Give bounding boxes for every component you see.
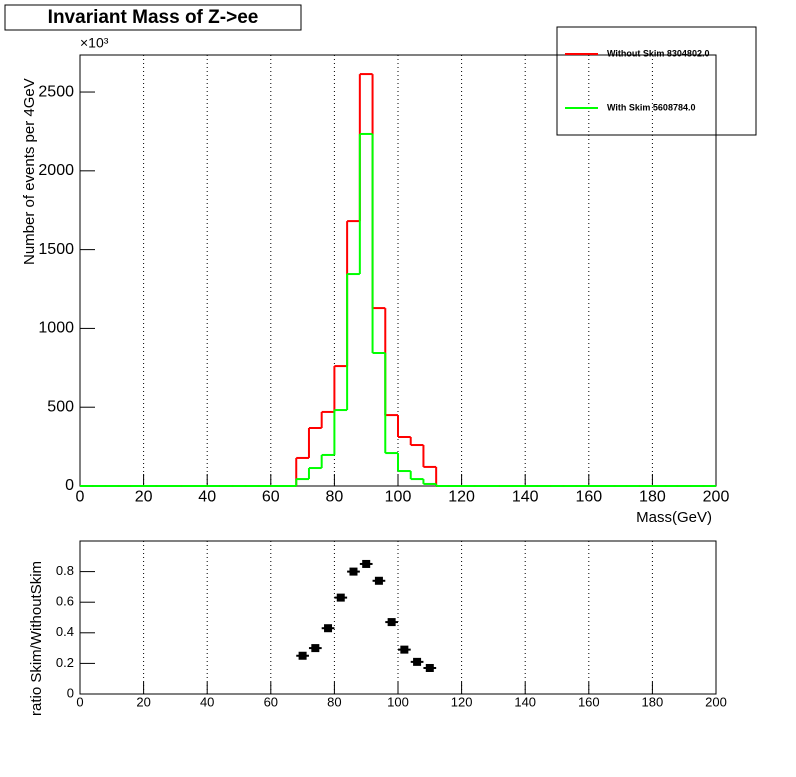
point: [387, 618, 396, 627]
x-tick-label: 120: [451, 695, 473, 710]
x-tick-label: 140: [512, 488, 539, 505]
y-axis-title: Number of events per 4GeV: [21, 78, 38, 265]
y-tick-label: 0.2: [56, 655, 74, 670]
legend-label: Without Skim 8304802.0: [607, 48, 709, 58]
title-box: [4, 4, 302, 31]
x-tick-label: 80: [327, 695, 341, 710]
y-exponent: ×10³: [80, 35, 109, 51]
x-tick-label: 180: [639, 488, 666, 505]
point: [324, 624, 333, 633]
x-tick-label: 40: [198, 488, 216, 505]
point: [374, 576, 383, 585]
y-tick-label: 2000: [38, 162, 74, 179]
x-axis-title: Mass(GeV): [636, 509, 712, 526]
x-tick-label: 40: [200, 695, 214, 710]
x-tick-label: 100: [385, 488, 412, 505]
x-tick-label: 80: [326, 488, 344, 505]
point: [349, 567, 358, 576]
x-tick-label: 200: [703, 488, 730, 505]
y-tick-label: 0: [65, 477, 74, 494]
x-tick-label: 200: [705, 695, 727, 710]
y-tick-label: 0.4: [56, 624, 74, 639]
y-tick-label: 2500: [38, 83, 74, 100]
point: [413, 657, 422, 666]
x-tick-label: 140: [514, 695, 536, 710]
legend-label: With Skim 5608784.0: [607, 102, 695, 112]
y-tick-label: 1000: [38, 320, 74, 337]
y-tick-label: 0.8: [56, 563, 74, 578]
x-tick-label: 60: [264, 695, 278, 710]
point: [362, 559, 371, 568]
point: [336, 593, 345, 602]
point: [298, 651, 307, 660]
x-tick-label: 20: [135, 488, 153, 505]
chart-title: Invariant Mass of Z->ee: [48, 7, 259, 28]
y-axis-title: ratio Skim/WithoutSkim: [28, 561, 45, 716]
x-tick-label: 120: [448, 488, 475, 505]
point: [425, 663, 434, 672]
x-tick-label: 100: [387, 695, 409, 710]
y-tick-label: 500: [47, 398, 74, 415]
y-tick-label: 1500: [38, 241, 74, 258]
x-tick-label: 0: [76, 695, 83, 710]
y-tick-label: 0: [67, 685, 74, 700]
x-tick-label: 180: [642, 695, 664, 710]
x-tick-label: 20: [136, 695, 150, 710]
x-tick-label: 60: [262, 488, 280, 505]
x-tick-label: 160: [578, 695, 600, 710]
legend: [556, 26, 757, 136]
point: [311, 644, 320, 653]
y-tick-label: 0.6: [56, 594, 74, 609]
x-tick-label: 160: [575, 488, 602, 505]
x-tick-label: 0: [76, 488, 85, 505]
point: [400, 645, 409, 654]
